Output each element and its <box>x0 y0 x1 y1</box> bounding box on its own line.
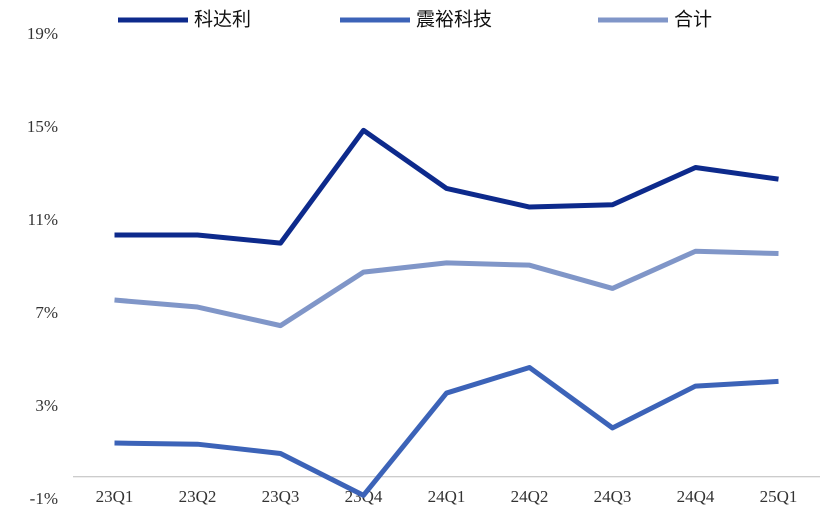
series-line <box>114 364 779 498</box>
x-tick-label: 25Q1 <box>760 487 798 506</box>
series-line <box>114 127 779 246</box>
x-tick-label: 23Q2 <box>179 487 217 506</box>
x-tick-label: 23Q3 <box>262 487 300 506</box>
x-tick-label: 24Q4 <box>677 487 715 506</box>
y-tick-label: 7% <box>35 303 58 322</box>
y-tick-label: -1% <box>30 489 58 508</box>
legend-label: 震裕科技 <box>416 9 492 31</box>
legend-label: 合计 <box>674 9 712 31</box>
series-line <box>114 248 779 329</box>
legend-label: 科达利 <box>194 9 251 31</box>
x-tick-label: 23Q1 <box>96 487 134 506</box>
y-tick-label: 19% <box>27 24 58 43</box>
y-tick-label: 3% <box>35 396 58 415</box>
y-tick-label: 15% <box>27 117 58 136</box>
x-tick-label: 24Q1 <box>428 487 466 506</box>
x-tick-label: 24Q2 <box>511 487 549 506</box>
y-tick-label: 11% <box>27 210 58 229</box>
x-tick-label: 24Q3 <box>594 487 632 506</box>
